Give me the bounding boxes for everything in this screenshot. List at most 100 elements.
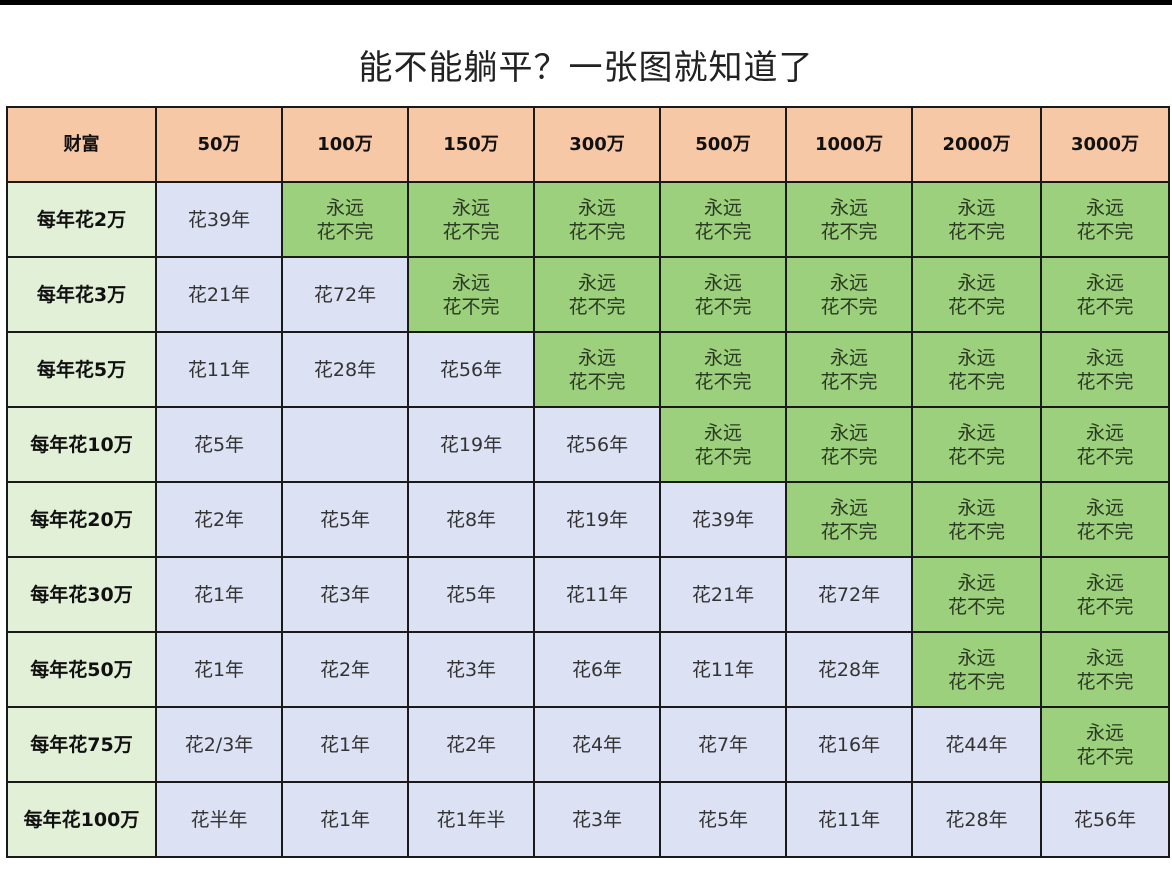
cell-years: 花39年	[659, 481, 787, 558]
row-label: 每年花30万	[6, 556, 157, 633]
column-header: 100万	[281, 106, 409, 183]
row-label: 每年花2万	[6, 181, 157, 258]
cell-forever: 永远 花不完	[911, 556, 1042, 633]
cell-years: 花28年	[911, 781, 1042, 858]
cell-years: 花7年	[659, 706, 787, 783]
column-header: 150万	[407, 106, 535, 183]
cell-years: 花21年	[155, 256, 283, 333]
cell-years: 花28年	[281, 331, 409, 408]
table-row: 每年花30万 花1年 花3年 花5年 花11年 花21年 花72年 永远 花不完 永远 花不完	[6, 556, 1170, 633]
cell-years: 花72年	[281, 256, 409, 333]
cell-forever: 永远 花不完	[659, 331, 787, 408]
cell-forever: 永远 花不完	[785, 331, 913, 408]
cell-forever: 永远 花不完	[533, 256, 661, 333]
row-label: 每年花75万	[6, 706, 157, 783]
cell-forever: 永远 花不完	[533, 331, 661, 408]
table-row: 每年花10万 花5年 花19年 花56年 永远 花不完 永远 花不完 永远 花不完 永远 花不…	[6, 406, 1170, 483]
cell-forever: 永远 花不完	[1040, 181, 1170, 258]
spending-table: 财富 50万 100万 150万 300万 500万 1000万 2000万 3000万 每年花2…	[6, 106, 1170, 858]
cell-years: 花2年	[281, 631, 409, 708]
cell-years: 花5年	[155, 406, 283, 483]
cell-forever: 永远 花不完	[911, 331, 1042, 408]
table-row: 每年花50万 花1年 花2年 花3年 花6年 花11年 花28年 永远 花不完 永远 花不完	[6, 631, 1170, 708]
cell-years: 花11年	[785, 781, 913, 858]
cell-years: 花1年	[155, 631, 283, 708]
cell-years: 花56年	[1040, 781, 1170, 858]
cell-forever: 永远 花不完	[785, 406, 913, 483]
row-label: 每年花5万	[6, 331, 157, 408]
cell-years: 花19年	[533, 481, 661, 558]
cell-years: 花1年	[155, 556, 283, 633]
table-row: 每年花100万 花半年 花1年 花1年半 花3年 花5年 花11年 花28年 花56年	[6, 781, 1170, 858]
cell-years: 花11年	[533, 556, 661, 633]
column-header: 3000万	[1040, 106, 1170, 183]
cell-years: 花5年	[659, 781, 787, 858]
cell-forever: 永远 花不完	[785, 181, 913, 258]
cell-forever: 永远 花不完	[1040, 631, 1170, 708]
cell-forever: 永远 花不完	[659, 256, 787, 333]
cell-years: 花56年	[407, 331, 535, 408]
table-row: 每年花75万 花2/3年 花1年 花2年 花4年 花7年 花16年 花44年 永远 花不完	[6, 706, 1170, 783]
cell-forever: 永远 花不完	[1040, 706, 1170, 783]
column-header: 50万	[155, 106, 283, 183]
cell-forever: 永远 花不完	[659, 406, 787, 483]
cell-forever: 永远 花不完	[911, 481, 1042, 558]
cell-forever: 永远 花不完	[785, 481, 913, 558]
cell-years: 花28年	[785, 631, 913, 708]
cell-forever: 永远 花不完	[1040, 481, 1170, 558]
cell-years: 花1年半	[407, 781, 535, 858]
cell-forever: 永远 花不完	[1040, 556, 1170, 633]
cell-years: 花3年	[281, 556, 409, 633]
cell-years: 花21年	[659, 556, 787, 633]
cell-forever: 永远 花不完	[1040, 406, 1170, 483]
cell-years: 花6年	[533, 631, 661, 708]
cell-years: 花2年	[155, 481, 283, 558]
cell-forever: 永远 花不完	[911, 631, 1042, 708]
cell-years: 花44年	[911, 706, 1042, 783]
cell-years	[281, 406, 409, 483]
cell-forever: 永远 花不完	[911, 181, 1042, 258]
cell-years: 花8年	[407, 481, 535, 558]
table-row: 每年花5万 花11年 花28年 花56年 永远 花不完 永远 花不完 永远 花不完 永远 花不…	[6, 331, 1170, 408]
table-row: 每年花20万 花2年 花5年 花8年 花19年 花39年 永远 花不完 永远 花不完 永远 花不…	[6, 481, 1170, 558]
cell-years: 花4年	[533, 706, 661, 783]
cell-years: 花72年	[785, 556, 913, 633]
cell-years: 花56年	[533, 406, 661, 483]
table-row: 每年花3万 花21年 花72年 永远 花不完 永远 花不完 永远 花不完 永远 花不完 永远 …	[6, 256, 1170, 333]
cell-years: 花2年	[407, 706, 535, 783]
page-title: 能不能躺平？一张图就知道了	[358, 48, 814, 88]
cell-years: 花5年	[281, 481, 409, 558]
cell-years: 花16年	[785, 706, 913, 783]
cell-forever: 永远 花不完	[407, 256, 535, 333]
cell-years: 花半年	[155, 781, 283, 858]
column-header: 300万	[533, 106, 661, 183]
cell-years: 花3年	[533, 781, 661, 858]
cell-years: 花1年	[281, 781, 409, 858]
cell-forever: 永远 花不完	[281, 181, 409, 258]
cell-years: 花39年	[155, 181, 283, 258]
row-label: 每年花10万	[6, 406, 157, 483]
cell-years: 花19年	[407, 406, 535, 483]
corner-header: 财富	[6, 106, 157, 183]
table-row: 每年花2万 花39年 永远 花不完 永远 花不完 永远 花不完 永远 花不完 永远 花不完永…	[6, 181, 1170, 258]
cell-forever: 永远 花不完	[1040, 331, 1170, 408]
cell-forever: 永远 花不完	[785, 256, 913, 333]
cell-forever: 永远 花不完	[1040, 256, 1170, 333]
cell-years: 花11年	[659, 631, 787, 708]
header-row: 财富 50万 100万 150万 300万 500万 1000万 2000万 3000万	[6, 106, 1170, 183]
cell-forever: 永远 花不完	[911, 406, 1042, 483]
row-label: 每年花20万	[6, 481, 157, 558]
row-label: 每年花3万	[6, 256, 157, 333]
cell-forever: 永远 花不完	[407, 181, 535, 258]
cell-years: 花11年	[155, 331, 283, 408]
column-header: 1000万	[785, 106, 913, 183]
cell-years: 花1年	[281, 706, 409, 783]
cell-years: 花3年	[407, 631, 535, 708]
row-label: 每年花50万	[6, 631, 157, 708]
cell-forever: 永远 花不完	[533, 181, 661, 258]
column-header: 2000万	[911, 106, 1042, 183]
cell-forever: 永远 花不完	[659, 181, 787, 258]
cell-years: 花5年	[407, 556, 535, 633]
column-header: 500万	[659, 106, 787, 183]
cell-forever: 永远 花不完	[911, 256, 1042, 333]
